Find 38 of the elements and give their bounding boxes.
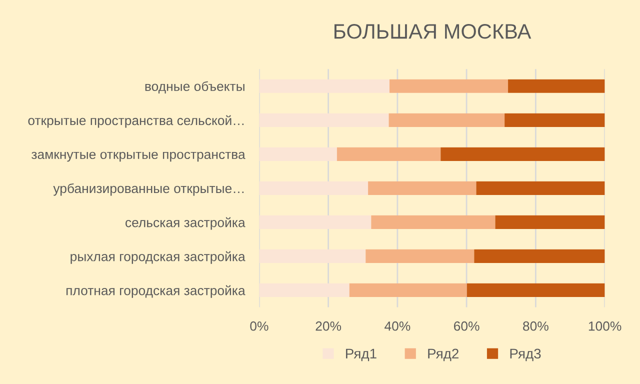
x-tick-label: 80% (523, 321, 548, 331)
legend-label: Ряд3 (510, 348, 541, 362)
y-tick-label: рыхлая городская застройка (70, 251, 246, 264)
bar (336, 147, 441, 161)
bar (259, 249, 366, 263)
x-tick-label: 40% (384, 321, 410, 331)
bar (466, 283, 605, 297)
y-tick-label: урбанизированные открытые… (53, 183, 244, 196)
bar (259, 181, 368, 195)
bar (371, 215, 496, 229)
y-tick-label: открытые пространства сельской… (28, 115, 244, 128)
bar (259, 147, 337, 161)
bar (259, 79, 390, 93)
chart-title: БОЛЬШАЯ МОСКВА (334, 24, 532, 39)
bar (259, 283, 350, 297)
x-tick-label: 0% (250, 321, 268, 331)
bar (259, 113, 389, 127)
y-tick-label: сельская застройка (126, 217, 246, 230)
bar (259, 215, 372, 229)
y-tick-label: водные объекты (145, 81, 244, 94)
bar (388, 113, 505, 127)
x-tick-label: 60% (454, 321, 480, 331)
bar (474, 249, 605, 263)
y-tick-label: замкнутые открытые пространства (32, 152, 246, 162)
legend-label: Ряд2 (428, 348, 458, 362)
bar (368, 181, 476, 195)
bar (366, 249, 474, 263)
bar (389, 79, 508, 93)
bar (504, 113, 605, 127)
y-tick-label: плотная городская застройка (66, 285, 246, 298)
bar (508, 79, 605, 93)
legend-label: Ряд1 (346, 348, 376, 362)
x-tick-label: 100% (588, 321, 622, 331)
x-tick-label: 20% (316, 321, 342, 331)
bar (495, 215, 605, 229)
bar (349, 283, 467, 297)
bar (440, 147, 605, 161)
bar (476, 181, 605, 195)
